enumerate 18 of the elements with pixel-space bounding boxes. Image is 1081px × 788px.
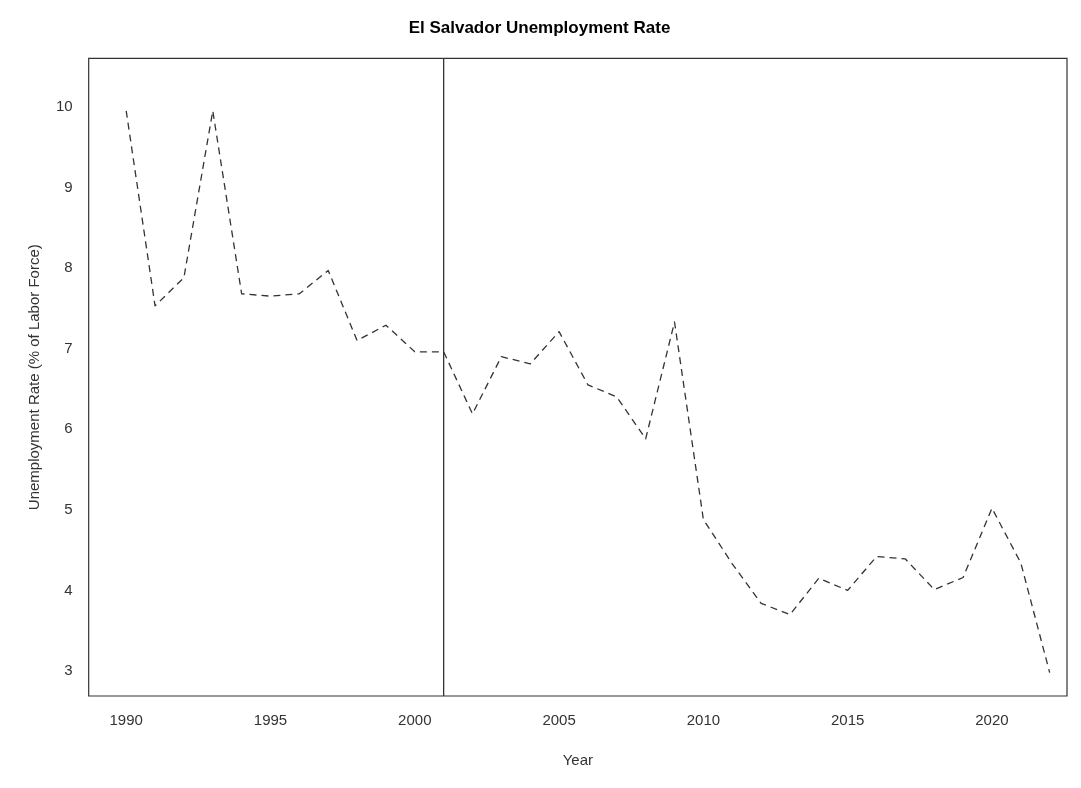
y-axis-title: Unemployment Rate (% of Labor Force) — [25, 244, 43, 511]
x-tick-label: 2005 — [542, 711, 576, 729]
x-tick-label: 2020 — [975, 711, 1009, 729]
y-tick-label: 5 — [64, 499, 73, 517]
y-tick-label: 10 — [56, 96, 73, 114]
x-tick-label: 1990 — [109, 711, 143, 729]
chart-title: El Salvador Unemployment Rate — [408, 17, 671, 37]
y-tick-label: 4 — [64, 580, 73, 598]
x-tick-label: 2015 — [830, 711, 865, 729]
x-tick-label: 2010 — [686, 711, 721, 729]
y-tick-label: 9 — [64, 177, 73, 195]
x-tick-label: 1995 — [253, 711, 288, 729]
y-tick-label: 7 — [64, 338, 73, 356]
x-tick-label: 2000 — [398, 711, 432, 729]
y-tick-label: 8 — [64, 258, 73, 276]
y-tick-label: 6 — [64, 419, 73, 437]
x-axis-title: Year — [562, 751, 593, 769]
y-tick-label: 3 — [64, 661, 73, 679]
